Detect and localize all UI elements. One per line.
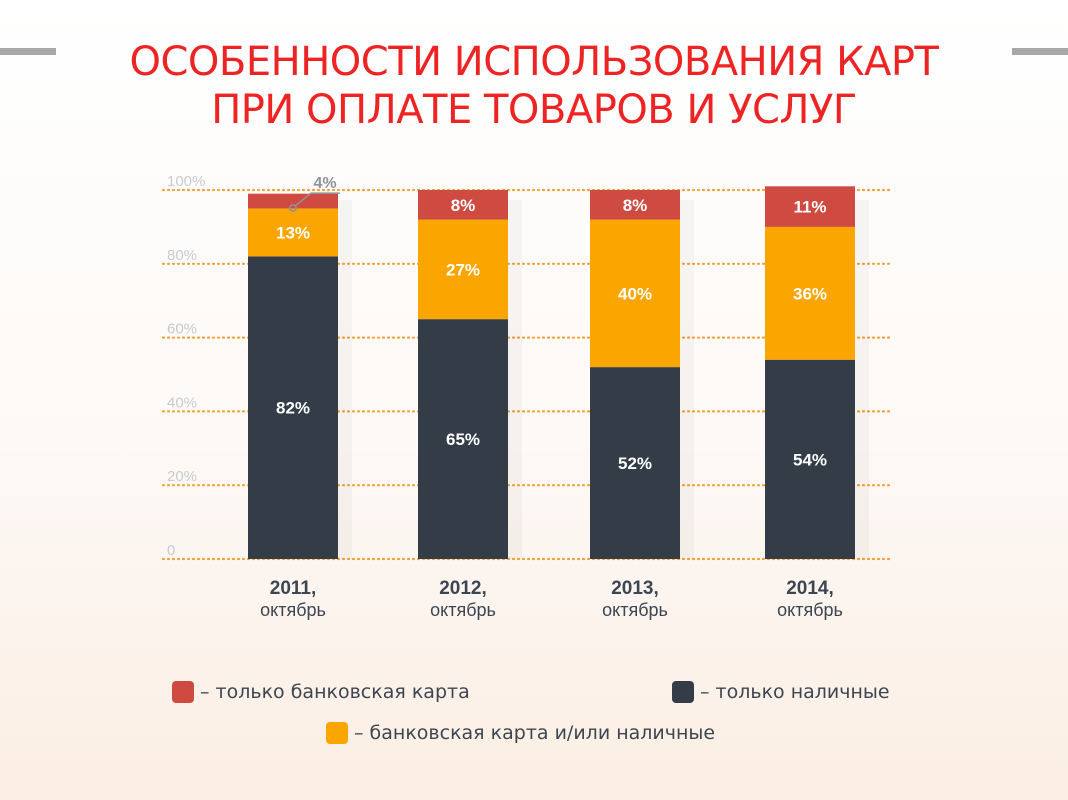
x-category-month-0: октябрь: [260, 600, 326, 620]
y-tick-label-80: 80%: [167, 247, 197, 264]
data-label-cash_only-0: 82%: [276, 399, 310, 418]
data-label-card_only-1: 8%: [451, 196, 476, 215]
legend-swatch-cash-only: [672, 681, 694, 703]
data-label-cash_only-1: 65%: [446, 430, 480, 449]
y-tick-label-40: 40%: [167, 394, 197, 411]
data-label-card_only-0: 4%: [313, 175, 336, 192]
bar-cash_only-0: [248, 256, 338, 559]
decorative-bar-right: [1012, 48, 1068, 55]
bar-shadow-0: [338, 200, 352, 559]
x-category-month-1: октябрь: [430, 600, 496, 620]
data-label-cash_only-2: 52%: [618, 454, 652, 473]
bar-cash_only-1: [418, 319, 508, 559]
data-label-card_only-3: 11%: [793, 198, 826, 217]
x-category-month-3: октябрь: [777, 600, 843, 620]
callout-line-0: [294, 192, 340, 207]
bar-card_or_cash-2: [590, 219, 680, 368]
data-label-card_or_cash-1: 27%: [446, 260, 480, 279]
stacked-bar-chart: 020%40%60%80%100%82%13%4%2011,октябрь65%…: [161, 173, 892, 620]
legend-swatch-card-or-cash: [326, 722, 348, 744]
y-tick-label-20: 20%: [167, 468, 197, 485]
legend-label-cash-only: – только наличные: [700, 681, 890, 703]
callout-dot-0: [289, 204, 297, 213]
chart-title-line-2: ПРИ ОПЛАТЕ ТОВАРОВ И УСЛУГ: [211, 87, 857, 133]
bar-card_or_cash-0: [248, 208, 338, 257]
y-tick-label-60: 60%: [167, 321, 197, 338]
bar-card_only-2: [590, 190, 680, 220]
x-category-month-2: октябрь: [602, 600, 668, 620]
legend-label-card-or-cash: – банковская карта и/или наличные: [354, 722, 716, 744]
legend-item-cash-only: – только наличные: [672, 681, 890, 703]
bar-cash_only-2: [590, 367, 680, 559]
legend-item-card-or-cash: – банковская карта и/или наличные: [326, 722, 715, 744]
decorative-bar-left: [0, 48, 56, 55]
chart-title: ОСОБЕННОСТИ ИСПОЛЬЗОВАНИЯ КАРТ ПРИ ОПЛАТ…: [60, 38, 1008, 134]
x-category-year-2: 2013,: [611, 578, 659, 599]
chart-title-line-1: ОСОБЕННОСТИ ИСПОЛЬЗОВАНИЯ КАРТ: [129, 39, 939, 85]
legend-swatch-card-only: [172, 681, 194, 703]
legend-item-card-only: – только банковская карта: [172, 681, 470, 703]
bar-card_or_cash-1: [418, 219, 508, 320]
bar-shadow-1: [508, 200, 522, 559]
data-label-card_or_cash-3: 36%: [793, 284, 827, 303]
x-category-year-3: 2014,: [786, 578, 834, 599]
bar-shadow-3: [855, 200, 869, 559]
data-label-card_only-2: 8%: [623, 196, 648, 215]
x-category-year-0: 2011,: [270, 578, 317, 599]
legend-label-card-only: – только банковская карта: [200, 681, 470, 703]
data-label-cash_only-3: 54%: [793, 450, 827, 469]
data-label-card_or_cash-0: 13%: [276, 223, 310, 242]
bar-card_only-0: [248, 193, 338, 209]
bar-cash_only-3: [765, 359, 855, 559]
x-category-year-1: 2012,: [439, 578, 487, 599]
bar-card_or_cash-3: [765, 226, 855, 360]
y-tick-label-0: 0: [167, 542, 175, 559]
bar-shadow-2: [680, 200, 694, 559]
data-label-card_or_cash-2: 40%: [618, 284, 652, 303]
bar-card_only-1: [418, 190, 508, 220]
bar-card_only-3: [765, 186, 855, 227]
y-tick-label-100: 100%: [167, 173, 205, 190]
